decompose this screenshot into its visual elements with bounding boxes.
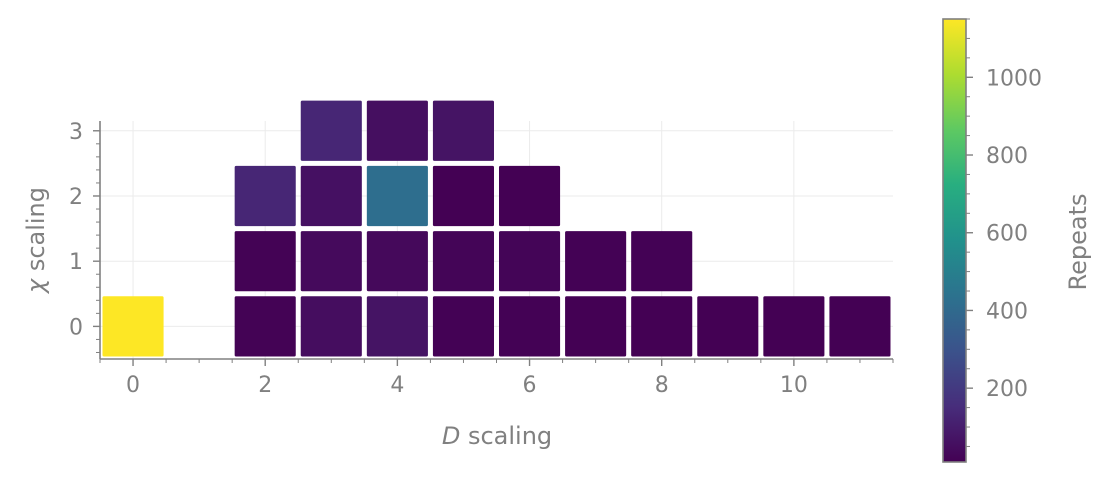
- heatmap-cell: [234, 296, 296, 357]
- heatmap-cell: [366, 165, 428, 227]
- colorbar-tick-label: 600: [986, 222, 1028, 247]
- colorbar-label: Repeats: [1064, 194, 1092, 291]
- heatmap-cell: [300, 231, 362, 292]
- x-tick-label: 10: [780, 373, 808, 398]
- heatmap-cells: [102, 100, 891, 357]
- heatmap-cell: [432, 165, 494, 227]
- heatmap-cell: [234, 231, 296, 292]
- heatmap-cell: [366, 231, 428, 292]
- y-axis-label: χ scaling: [22, 187, 50, 295]
- heatmap-cell: [432, 296, 494, 357]
- heatmap-cell: [300, 165, 362, 227]
- x-tick-label: 8: [655, 373, 669, 398]
- heatmap-cell: [565, 296, 627, 357]
- colorbar-gradient: [942, 18, 967, 463]
- x-tick-label: 4: [390, 373, 404, 398]
- x-tick-label: 2: [258, 373, 272, 398]
- x-tick-label: 6: [523, 373, 537, 398]
- colorbar-tick-label: 1000: [986, 66, 1042, 91]
- heatmap-cell: [432, 100, 494, 161]
- colorbar-tick-label: 800: [986, 144, 1028, 169]
- heatmap-cell: [432, 231, 494, 292]
- heatmap-cell: [300, 296, 362, 357]
- heatmap-cell: [829, 296, 891, 357]
- y-tick-label: 1: [69, 250, 83, 275]
- heatmap-cell: [499, 296, 561, 357]
- heatmap-cell: [697, 296, 759, 357]
- axes: 0 2 4 6 8 10 0 1 2 3: [69, 120, 894, 398]
- x-tick-label: 0: [126, 373, 140, 398]
- heatmap-cell: [366, 100, 428, 161]
- heatmap-cell: [366, 296, 428, 357]
- heatmap-cell: [300, 100, 362, 161]
- y-tick-label: 2: [69, 185, 83, 210]
- heatmap-cell: [234, 165, 296, 227]
- y-tick-label: 0: [69, 315, 83, 340]
- heatmap-cell: [499, 165, 561, 227]
- heatmap-cell: [565, 231, 627, 292]
- colorbar: 200 400 600 800 1000: [942, 18, 1042, 463]
- colorbar-tick-label: 200: [986, 377, 1028, 402]
- x-axis-label: D scaling: [442, 422, 552, 450]
- heatmap-cell: [631, 231, 693, 292]
- heatmap-cell: [102, 296, 164, 357]
- heatmap-cell: [763, 296, 825, 357]
- heatmap-cell: [631, 296, 693, 357]
- y-tick-label: 3: [69, 120, 83, 145]
- heatmap-cell: [499, 231, 561, 292]
- colorbar-tick-label: 400: [986, 299, 1028, 324]
